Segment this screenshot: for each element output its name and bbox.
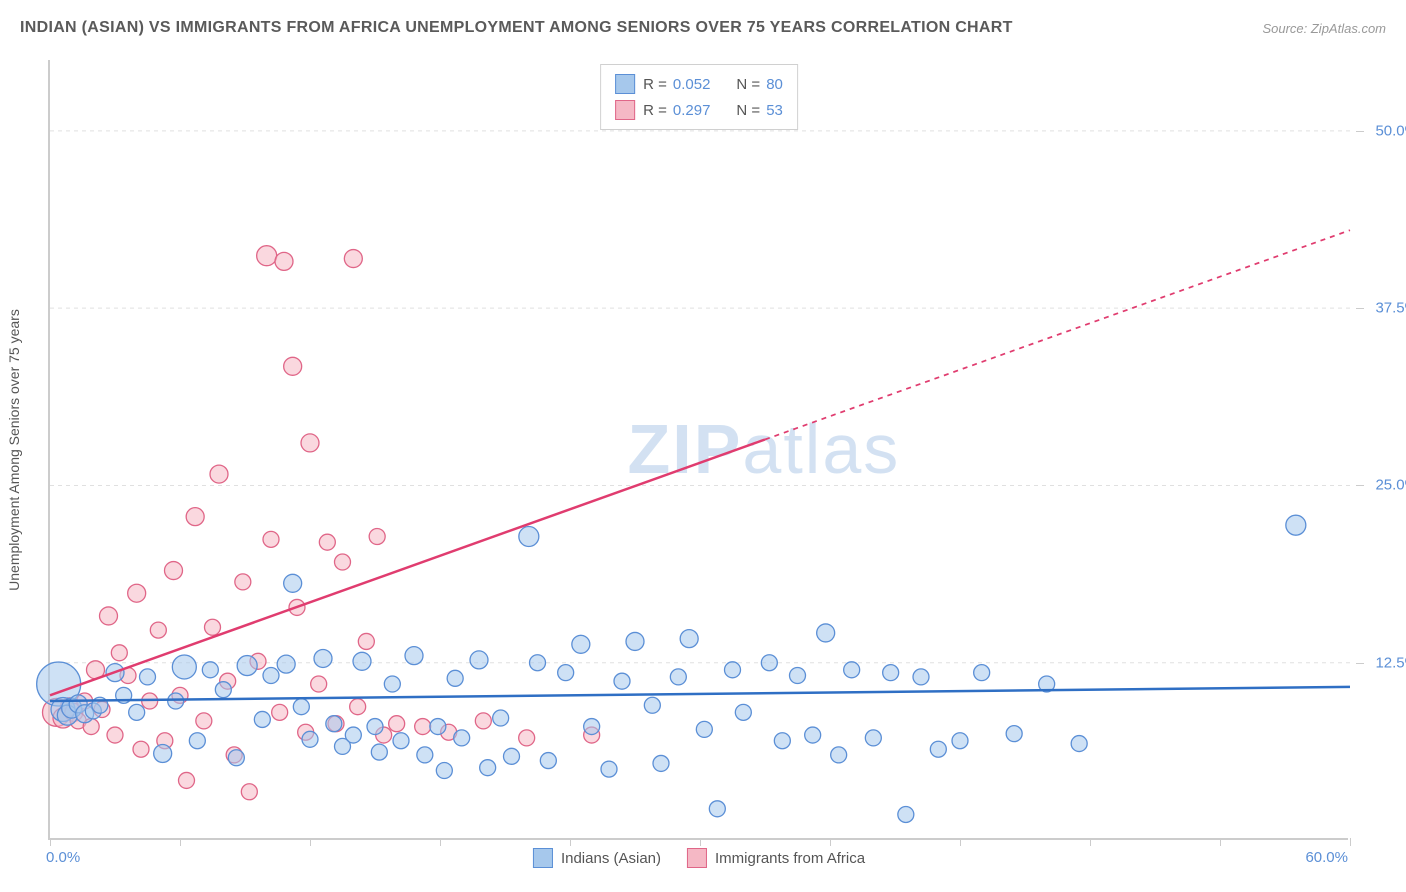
legend-R: R =0.052 — [643, 76, 710, 93]
x-origin-label: 0.0% — [46, 849, 80, 866]
legend-item: Indians (Asian) — [533, 848, 661, 868]
chart-title: INDIAN (ASIAN) VS IMMIGRANTS FROM AFRICA… — [20, 19, 1013, 37]
source-label: Source: ZipAtlas.com — [1262, 21, 1386, 36]
legend-row: R =0.297 N =53 — [615, 97, 783, 123]
legend-label: Immigrants from Africa — [715, 850, 865, 867]
y-tick-label: 12.5% — [1375, 654, 1406, 671]
chart-area: Unemployment Among Seniors over 75 years… — [48, 60, 1348, 840]
legend-correlation: R =0.052 N =80 R =0.297 N =53 — [600, 64, 798, 130]
legend-label: Indians (Asian) — [561, 850, 661, 867]
legend-item: Immigrants from Africa — [687, 848, 865, 868]
swatch-icon — [533, 848, 553, 868]
legend-N: N =53 — [736, 102, 782, 119]
y-tick-label: 25.0% — [1375, 477, 1406, 494]
swatch-icon — [687, 848, 707, 868]
legend-R: R =0.297 — [643, 102, 710, 119]
legend-N: N =80 — [736, 76, 782, 93]
y-tick-label: 50.0% — [1375, 122, 1406, 139]
plot-region: ZIPatlas R =0.052 N =80 R =0.297 N =53 0… — [48, 60, 1348, 840]
legend-row: R =0.052 N =80 — [615, 71, 783, 97]
swatch-icon — [615, 100, 635, 120]
legend-series: Indians (Asian) Immigrants from Africa — [533, 848, 865, 868]
header: INDIAN (ASIAN) VS IMMIGRANTS FROM AFRICA… — [0, 0, 1406, 50]
y-axis-label: Unemployment Among Seniors over 75 years — [6, 309, 22, 591]
x-max-label: 60.0% — [1305, 849, 1348, 866]
trend-overlay — [50, 60, 1350, 840]
y-tick-label: 37.5% — [1375, 300, 1406, 317]
swatch-icon — [615, 74, 635, 94]
